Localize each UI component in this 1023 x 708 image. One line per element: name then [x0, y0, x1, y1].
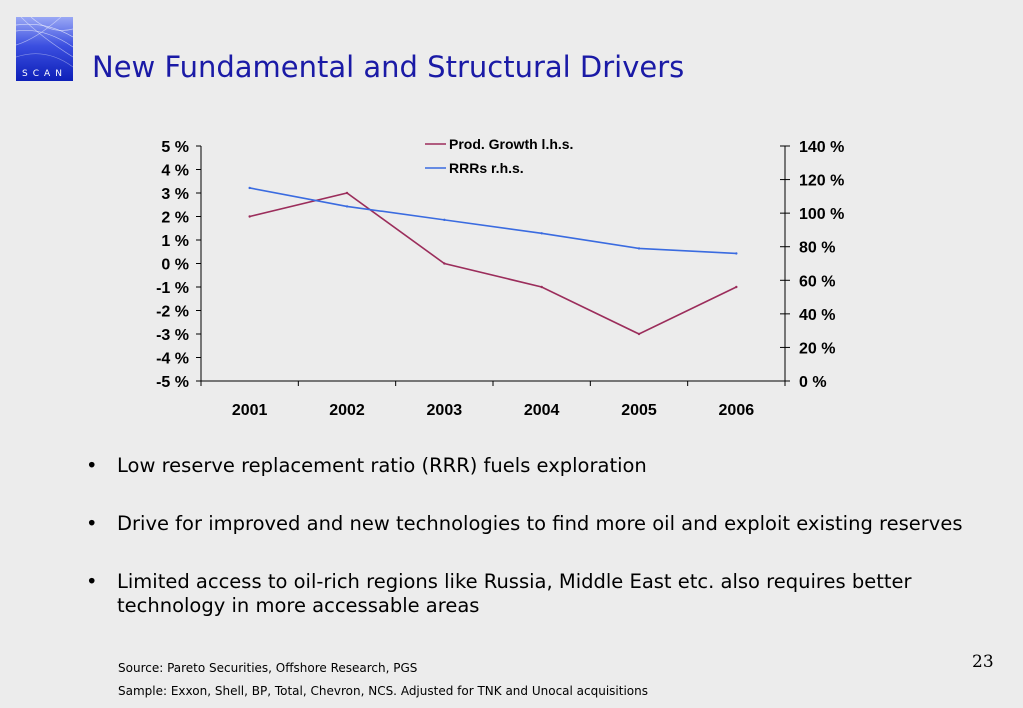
series-1-point [248, 215, 251, 218]
bullet-text: Low reserve replacement ratio (RRR) fuel… [117, 454, 647, 477]
series-1-point [735, 285, 738, 289]
x-axis-tick-label: 2002 [329, 402, 365, 419]
series-2-point [637, 247, 641, 250]
series-line-2 [249, 187, 737, 255]
left-axis-tick-label: -2 % [156, 304, 189, 321]
series-2-point [443, 218, 446, 222]
bullet-item: • Drive for improved and new technologie… [86, 512, 986, 536]
chart-legend: Prod. Growth l.h.s. RRRs r.h.s. [425, 136, 573, 176]
series-1-point [345, 191, 349, 195]
left-axis-tick-label: 3 % [161, 186, 189, 203]
bullet-text: Drive for improved and new technologies … [117, 512, 963, 535]
series-line-1 [249, 192, 737, 335]
left-axis-tick-label: -1 % [156, 280, 189, 297]
series-2-point [345, 205, 349, 208]
bullet-list: • Low reserve replacement ratio (RRR) fu… [86, 454, 986, 618]
right-axis-tick-label: 60 % [799, 273, 835, 290]
chart-series [248, 186, 738, 336]
right-axis-tick-label: 100 % [799, 206, 844, 223]
legend-label: Prod. Growth l.h.s. [449, 136, 573, 152]
bullet-icon: • [86, 512, 98, 535]
series-2-point [248, 186, 251, 190]
x-axis-tick-label: 2006 [719, 402, 755, 419]
left-axis-tick-label: 0 % [161, 257, 189, 274]
left-axis-tick-label: -3 % [156, 327, 189, 344]
bullet-icon: • [86, 570, 98, 593]
x-axis-tick-label: 2003 [427, 402, 463, 419]
right-axis-tick-label: 0 % [799, 374, 827, 391]
page-title: New Fundamental and Structural Drivers [92, 50, 685, 84]
left-axis-tick-label: -4 % [156, 351, 189, 368]
right-axis-tick-label: 140 % [799, 139, 844, 156]
series-1-point [637, 332, 641, 336]
logo-text: SCAN [22, 69, 67, 79]
x-axis-tick-label: 2005 [621, 402, 657, 419]
chart-axes: 5 % 4 % 3 % 2 % 1 % 0 % -1 % -2 % -3 % -4 % -5 % 14… [156, 139, 844, 419]
sample-note: Sample: Exxon, Shell, BP, Total, Chevron… [118, 684, 648, 698]
series-2-point [540, 232, 543, 235]
logo-lines-icon [16, 17, 73, 68]
left-axis-tick-label: 1 % [161, 233, 189, 250]
series-1-point [540, 285, 543, 289]
bullet-item: • Limited access to oil-rich regions lik… [86, 570, 986, 618]
x-axis-tick-label: 2004 [524, 402, 560, 419]
left-axis-tick-label: -5 % [156, 374, 189, 391]
page-number: 23 [972, 652, 994, 672]
scan-logo: SCAN [16, 17, 73, 81]
line-chart: 5 % 4 % 3 % 2 % 1 % 0 % -1 % -2 % -3 % -4 % -5 % 14… [156, 136, 844, 419]
right-axis-tick-label: 80 % [799, 240, 835, 257]
left-axis-tick-label: 4 % [161, 163, 189, 180]
right-axis-tick-label: 120 % [799, 173, 844, 190]
right-axis-tick-label: 20 % [799, 340, 835, 357]
series-2-point [735, 252, 738, 255]
bullet-item: • Low reserve replacement ratio (RRR) fu… [86, 454, 986, 478]
source-note: Source: Pareto Securities, Offshore Rese… [118, 661, 418, 675]
bullet-text: Limited access to oil-rich regions like … [117, 570, 912, 617]
legend-label: RRRs r.h.s. [449, 160, 524, 176]
left-axis-tick-label: 5 % [161, 139, 189, 156]
x-axis-tick-label: 2001 [232, 402, 268, 419]
bullet-icon: • [86, 454, 98, 477]
series-1-point [443, 262, 446, 265]
left-axis-tick-label: 2 % [161, 210, 189, 227]
right-axis-tick-label: 40 % [799, 307, 835, 324]
